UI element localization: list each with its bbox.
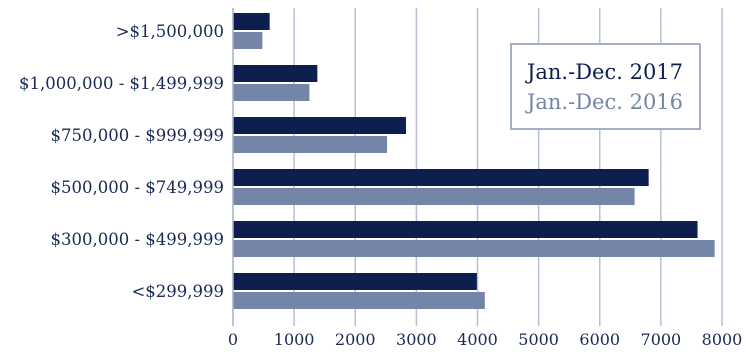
x-tick-label-6000: 6000 xyxy=(579,330,620,349)
bar-series0-cat0 xyxy=(233,13,270,30)
bar-series1-cat4 xyxy=(233,240,715,257)
bar-series1-cat3 xyxy=(233,188,635,205)
bar-series0-cat3 xyxy=(233,169,649,186)
legend: Jan.-Dec. 2017 Jan.-Dec. 2016 xyxy=(510,43,701,130)
legend-entry-1: Jan.-Dec. 2016 xyxy=(525,90,683,114)
x-tick-label-1000: 1000 xyxy=(274,330,315,349)
x-tick-label-2000: 2000 xyxy=(335,330,376,349)
bar-series1-cat2 xyxy=(233,136,388,153)
bar-series1-cat1 xyxy=(233,84,310,101)
bar-series0-cat2 xyxy=(233,117,406,134)
legend-entry-0: Jan.-Dec. 2017 xyxy=(525,60,683,84)
bar-series0-cat4 xyxy=(233,221,698,238)
x-tick-label-0: 0 xyxy=(228,330,238,349)
bar-series1-cat5 xyxy=(233,292,485,309)
bar-series0-cat1 xyxy=(233,65,318,82)
bar-series1-cat0 xyxy=(233,32,263,49)
x-tick-label-3000: 3000 xyxy=(396,330,437,349)
category-label-0: >$1,500,000 xyxy=(116,22,224,41)
x-tick-label-5000: 5000 xyxy=(518,330,559,349)
category-label-5: <$299,999 xyxy=(131,282,224,301)
category-label-2: $750,000 - $999,999 xyxy=(50,126,224,145)
legend-box xyxy=(510,43,701,130)
x-tick-label-4000: 4000 xyxy=(457,330,498,349)
category-label-1: $1,000,000 - $1,499,999 xyxy=(19,74,224,93)
bar-series0-cat5 xyxy=(233,273,477,290)
x-tick-label-7000: 7000 xyxy=(641,330,682,349)
category-label-3: $500,000 - $749,999 xyxy=(50,178,224,197)
x-tick-label-8000: 8000 xyxy=(702,330,743,349)
category-label-4: $300,000 - $499,999 xyxy=(50,230,224,249)
